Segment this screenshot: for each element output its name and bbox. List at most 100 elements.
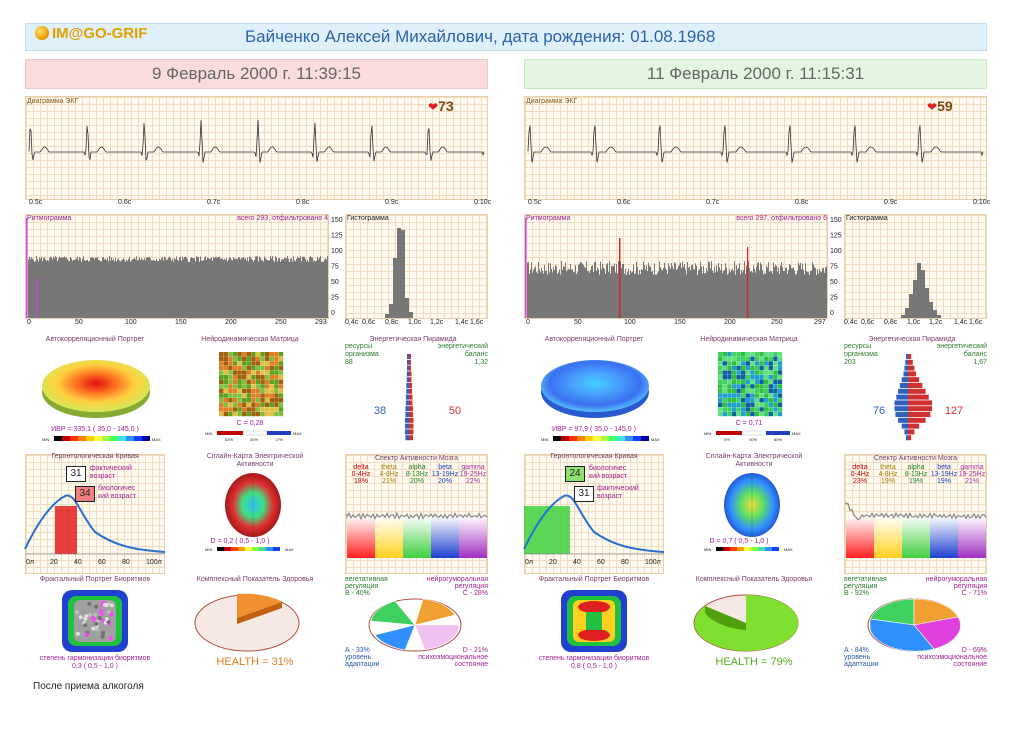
- neuro-title: Нейродинамическая Матрица: [700, 336, 798, 343]
- spectrum-band-label: gamma 19-25Hz 21%: [958, 464, 986, 494]
- histo-y-tick: 25: [331, 295, 339, 302]
- session-date-left: 9 Февраль 2000 г. 11:39:15: [25, 59, 488, 89]
- rhythm-tick-label: 250: [275, 319, 287, 326]
- logo-text: IM@GO-GRIF: [52, 25, 148, 42]
- pyramid-left-text: 203: [844, 359, 856, 366]
- regulation-neu: нейрогуморальная регуляция С - 71%: [919, 576, 987, 606]
- rhythm-tick-label: 200: [225, 319, 237, 326]
- histo-x-tick: 0,6c: [861, 319, 875, 326]
- ecg-tick-label: 0.5c: [528, 199, 542, 206]
- brain-map: [225, 473, 281, 537]
- geronto-box2: 31: [574, 486, 594, 502]
- regulation-ps-text: психоэмоциональное: [917, 654, 987, 661]
- geronto-x-tick: 100л: [645, 559, 661, 566]
- regulation-veg-text: В - 92%: [844, 590, 869, 597]
- histo-y-tick: 125: [830, 233, 842, 240]
- regulation-ps-text: D - 21%: [462, 647, 488, 654]
- geronto-label2-text: возраст: [597, 493, 623, 500]
- ecg-tick-label: 0.9c: [884, 199, 898, 206]
- rhythm-tick-label: 297: [814, 319, 826, 326]
- pyramid-bars: [894, 354, 932, 441]
- spectrum-title: Спектр Активности Мозга: [374, 455, 459, 462]
- regulation-veg-text: регуляция: [345, 583, 379, 590]
- histo-x-tick: 1,4c: [954, 319, 968, 326]
- geronto-curve: 0л 20 40 60 80 100л: [523, 494, 665, 566]
- neuro-title: Нейродинамическая Матрица: [201, 336, 299, 343]
- spectrum-fill: [346, 511, 488, 558]
- hr-readout: ❤73: [428, 98, 488, 114]
- histo-x-tick: 1,6c: [470, 319, 484, 326]
- spectrum-band-v: 20%: [409, 478, 424, 485]
- regulation-neu: нейрогуморальная регуляция С - 28%: [420, 576, 488, 606]
- autocorr-title: Автокорреляционный Портрет: [544, 336, 644, 343]
- ecg-title: Диаграмма ЭКГ: [526, 98, 578, 105]
- pyramid-left-number: 76: [872, 405, 886, 417]
- regulation-pie: [368, 598, 462, 652]
- scale-max-label: MAX: [651, 437, 660, 442]
- pyramid-right-text: 1,67: [973, 359, 987, 366]
- geronto-label1: фактический возраст: [90, 465, 150, 481]
- geronto-label2: биологичес кий возраст: [98, 485, 158, 501]
- geronto-chart: [25, 454, 165, 574]
- heart-icon: ❤: [927, 100, 938, 114]
- regulation-neu-text: С - 71%: [961, 590, 987, 597]
- geronto-label2-text: кий возраст: [98, 493, 136, 500]
- histo-x-tick: 1,2c: [929, 319, 943, 326]
- spectrum-band-n: theta: [880, 464, 896, 471]
- spectrum-band-r: 0-4Hz: [351, 471, 371, 478]
- pyramid-right-number: 127: [944, 405, 964, 417]
- scale-min-label: MIN: [42, 437, 49, 442]
- health-title: Комплексный Показатель Здоровья: [196, 576, 314, 583]
- geronto-box1: 24: [565, 466, 585, 482]
- fractal-portrait: [62, 590, 128, 652]
- geronto-x-tick: 80: [621, 559, 629, 566]
- geronto-x-tick: 20: [50, 559, 58, 566]
- regulation-neu-text: нейрогуморальная: [925, 576, 987, 583]
- geronto-x-tick: 0л: [26, 559, 34, 566]
- spectrum-band-label: beta 13-19Hz 20%: [431, 464, 459, 494]
- rhythmogram-info: всего 293, отфильтровано 4: [237, 215, 328, 222]
- session-note: После приема алкоголя: [33, 681, 144, 692]
- brainmap-title: Сплайн-Карта Электрической: [705, 453, 803, 460]
- rhythm-tick-label: 293: [315, 319, 327, 326]
- brainmap-title2: Активности: [236, 461, 274, 468]
- regulation-veg-text: вегетативная: [844, 576, 887, 583]
- brain-map: [724, 473, 780, 537]
- regulation-veg: вегетативная регуляция В - 40%: [345, 576, 405, 606]
- pyramid-right-label: энергетический баланс 1,67: [917, 343, 987, 373]
- pyramid-left-text: ресурсы: [844, 343, 872, 350]
- rhythm-tick-label: 200: [724, 319, 736, 326]
- rhythm-tick-label: 100: [624, 319, 636, 326]
- regulation-neu-text: регуляция: [953, 583, 987, 590]
- pyramid-right-text: энергетический: [437, 343, 488, 350]
- spectrum-band-label: beta 13-19Hz 19%: [930, 464, 958, 494]
- header-bar: [25, 23, 987, 51]
- autocorr-scale: MIN MAX: [541, 436, 660, 442]
- pyramid-left-text: ресурсы: [345, 343, 373, 350]
- neuro-c-value: С = 0,28: [236, 420, 264, 427]
- rhythm-tick-label: 100: [125, 319, 137, 326]
- geronto-box2: 34: [75, 486, 95, 502]
- rhythmogram-title: Ритмограмма: [27, 215, 72, 222]
- neuro-percent: 60%: [774, 437, 782, 442]
- regulation-pie: [867, 598, 961, 652]
- rhythm-tick-label: 50: [75, 319, 83, 326]
- regulation-neu-text: регуляция: [454, 583, 488, 590]
- pyramid-left-text: 88: [345, 359, 353, 366]
- regulation-neu-text: нейрогуморальная: [426, 576, 488, 583]
- geronto-x-tick: 0л: [525, 559, 533, 566]
- pyramid-bars: [404, 354, 414, 441]
- histo-y-tick: 100: [331, 248, 343, 255]
- rhythm-tick-label: 150: [175, 319, 187, 326]
- spectrum-band-r: 13-19Hz: [930, 471, 958, 478]
- autocorr-scale: MIN MAX: [42, 436, 161, 442]
- ecg-tick-label: 0:10c: [973, 199, 991, 206]
- histo-x-tick: 1,4c: [455, 319, 469, 326]
- histo-y-tick: 75: [331, 264, 339, 271]
- pyramid-left-label: ресурсы организма 88: [345, 343, 405, 373]
- pyramid-left-number: 38: [373, 405, 387, 417]
- spectrum-band-r: 8-13Hz: [904, 471, 928, 478]
- ecg-trace: 0.5c 0.6c 0.7c 0.8c 0.9c 0:10c: [28, 119, 492, 206]
- neuro-percent: 40%: [749, 437, 757, 442]
- pyramid-left-text: организма: [844, 351, 878, 358]
